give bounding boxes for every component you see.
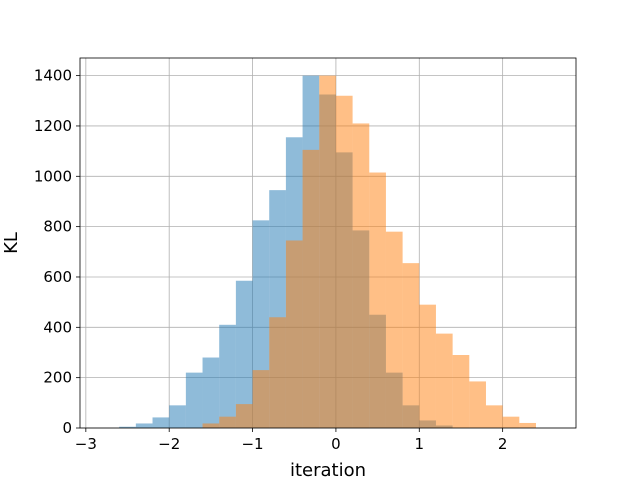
histogram-bar-series-2 [352, 123, 370, 429]
y-tick-label: 0 [62, 419, 72, 437]
plot-frame [79, 57, 577, 429]
histogram-bar-series-2 [469, 381, 486, 428]
histogram-bar-series-2 [369, 172, 386, 428]
y-tick-label: 400 [43, 318, 72, 336]
y-tick-label: 200 [43, 369, 72, 387]
histogram-bar-series-2 [385, 231, 403, 428]
histogram-bar-series-2 [435, 333, 453, 428]
y-tick-label: 1400 [34, 67, 72, 85]
histogram-bar-series-2 [202, 423, 220, 428]
histogram-bar-series-1 [152, 417, 170, 428]
histogram-bar-series-2 [252, 370, 270, 428]
y-axis-ticks: 0 200 400 600 800 1000 1200 1400 [34, 67, 80, 437]
histogram-bar-series-2 [335, 95, 353, 429]
x-tick-label: 2 [498, 435, 508, 453]
histogram-bar-series-2 [519, 422, 536, 428]
histogram-bars [119, 75, 536, 429]
histogram-bar-series-1 [185, 372, 203, 428]
histogram-bar-series-1 [119, 426, 136, 428]
histogram-bar-series-2 [502, 416, 520, 428]
histogram-bar-series-1 [219, 324, 236, 428]
histogram-bar-series-2 [285, 240, 303, 428]
histogram-bar-series-2 [302, 149, 320, 429]
histogram-bar-series-1 [202, 357, 220, 428]
histogram-bar-series-1 [135, 423, 153, 428]
y-tick-label: 1000 [34, 167, 72, 185]
x-tick-label: −1 [241, 435, 263, 453]
histogram-bar-series-1 [169, 405, 186, 428]
histogram-bar-series-2 [319, 75, 336, 428]
y-tick-label: 600 [43, 268, 72, 286]
histogram-bar-series-2 [452, 355, 470, 428]
histogram-bar-series-1 [235, 280, 253, 428]
histogram-bar-series-2 [235, 404, 253, 428]
histogram-bar-series-2 [419, 304, 436, 428]
histogram-bar-series-2 [485, 405, 503, 428]
x-axis-label: iteration [290, 460, 366, 480]
x-tick-label: 0 [331, 435, 341, 453]
x-tick-label: −3 [75, 435, 97, 453]
histogram-bar-series-2 [219, 416, 236, 428]
x-tick-label: −2 [158, 435, 180, 453]
histogram-bar-series-2 [269, 317, 286, 428]
y-axis-label: KL [1, 232, 22, 254]
y-tick-label: 1200 [34, 117, 72, 135]
x-axis-ticks: −3 −2 −1 0 1 2 [75, 428, 508, 453]
x-tick-label: 1 [415, 435, 425, 453]
y-tick-label: 800 [43, 218, 72, 236]
histogram-bar-series-2 [402, 263, 420, 428]
